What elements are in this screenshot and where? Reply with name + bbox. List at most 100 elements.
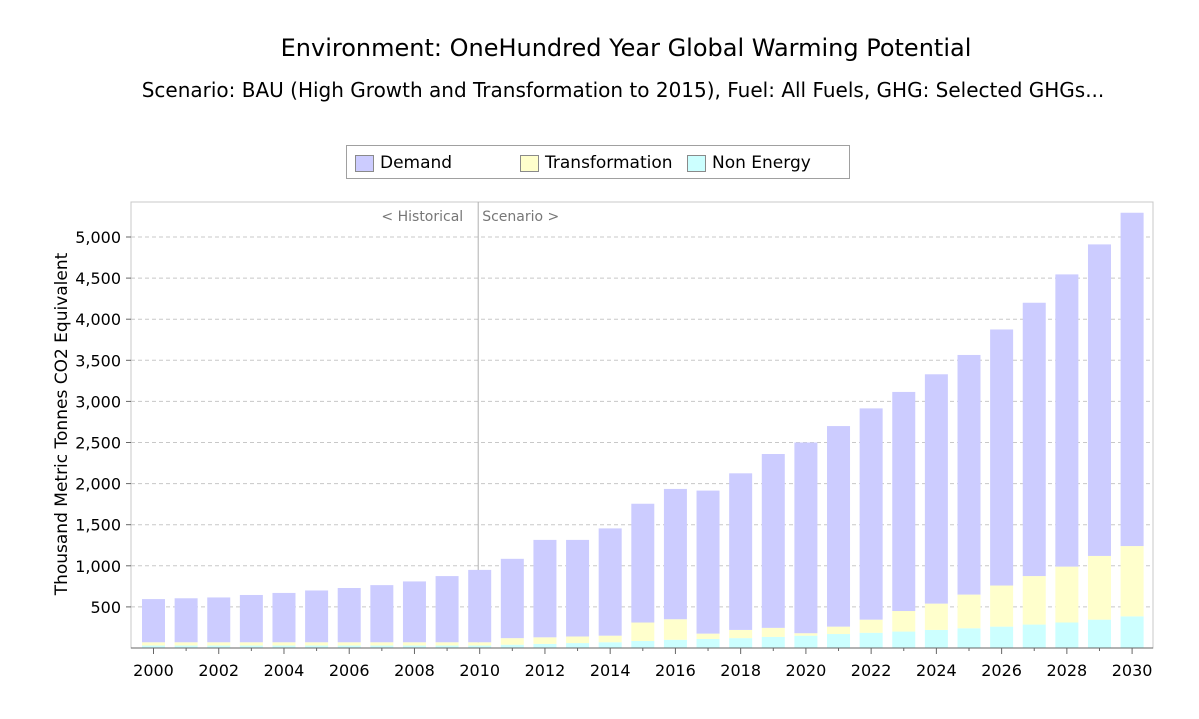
- bar-transformation-2001: [174, 642, 198, 646]
- x-tick-label: 2000: [133, 661, 174, 680]
- bar-transformation-2003: [239, 642, 263, 646]
- bar-non-energy-2021: [827, 634, 851, 648]
- bar-non-energy-2004: [272, 645, 296, 648]
- bar-non-energy-2005: [305, 645, 329, 648]
- bar-demand-2019: [761, 454, 785, 628]
- y-tick-label: 2,000: [75, 475, 121, 494]
- legend-item-transformation[interactable]: Transformation: [520, 146, 673, 180]
- bar-non-energy-2015: [631, 641, 655, 648]
- bar-non-energy-2010: [468, 645, 492, 648]
- bar-demand-2007: [370, 585, 394, 643]
- axis-labels: 500 1,000 1,500 2,000 2,500 3,000 3,500 4,000 4,…: [52, 209, 1152, 680]
- bar-non-energy-2002: [207, 645, 231, 648]
- bar-transformation-2014: [598, 635, 622, 643]
- bar-transformation-2002: [207, 642, 231, 646]
- bar-demand-2015: [631, 503, 655, 623]
- bar-non-energy-2026: [990, 626, 1014, 648]
- bar-demand-2020: [794, 442, 818, 634]
- legend-label-non-energy: Non Energy: [712, 153, 811, 173]
- bar-demand-2021: [827, 426, 851, 627]
- bar-transformation-2028: [1055, 566, 1079, 623]
- bar-transformation-2004: [272, 642, 296, 646]
- bar-demand-2029: [1087, 244, 1111, 556]
- bar-demand-2017: [696, 490, 720, 634]
- bar-transformation-2018: [729, 629, 753, 639]
- legend-item-demand[interactable]: Demand: [355, 146, 452, 180]
- x-tick-label: 2028: [1047, 661, 1088, 680]
- y-tick-label: 5,000: [75, 228, 121, 247]
- bar-demand-2022: [859, 408, 883, 620]
- y-tick-label: 3,500: [75, 351, 121, 370]
- bar-non-energy-2023: [892, 631, 916, 648]
- x-tick-label: 2016: [655, 661, 696, 680]
- bar-non-energy-2000: [142, 645, 165, 648]
- bar-demand-2004: [272, 592, 296, 643]
- bars: [142, 212, 1144, 648]
- bar-demand-2000: [142, 599, 165, 643]
- x-tick-label: 2002: [198, 661, 239, 680]
- bar-non-energy-2027: [1022, 624, 1046, 648]
- bar-transformation-2010: [468, 642, 492, 646]
- x-tick-label: 2026: [981, 661, 1022, 680]
- bar-transformation-2030: [1120, 546, 1144, 617]
- bar-non-energy-2025: [957, 628, 981, 648]
- y-tick-label: 4,500: [75, 269, 121, 288]
- bar-non-energy-2001: [174, 645, 198, 648]
- bar-demand-2018: [729, 473, 753, 630]
- bar-demand-2026: [990, 329, 1014, 586]
- y-tick-label: 1,500: [75, 516, 121, 535]
- y-axis-label: Thousand Metric Tonnes CO2 Equivalent: [52, 252, 72, 596]
- legend-swatch-non-energy: [687, 154, 706, 172]
- bar-transformation-2024: [924, 603, 948, 630]
- bar-transformation-2005: [305, 642, 329, 646]
- bar-non-energy-2006: [337, 645, 361, 648]
- bar-transformation-2007: [370, 642, 394, 646]
- bar-demand-2027: [1022, 302, 1046, 577]
- bar-demand-2010: [468, 569, 492, 643]
- bar-transformation-2029: [1087, 555, 1111, 620]
- historical-annotation: < Historical: [381, 209, 463, 225]
- x-tick-label: 2022: [851, 661, 892, 680]
- bar-demand-2013: [566, 539, 590, 637]
- legend-label-transformation: Transformation: [545, 153, 673, 173]
- x-tick-label: 2024: [916, 661, 957, 680]
- chart-title: Environment: OneHundred Year Global Warm…: [280, 34, 972, 62]
- bar-non-energy-2020: [794, 635, 818, 648]
- bar-transformation-2027: [1022, 576, 1046, 625]
- bar-non-energy-2013: [566, 643, 590, 648]
- bar-transformation-2022: [859, 619, 883, 633]
- chart-subtitle: Scenario: BAU (High Growth and Transform…: [141, 78, 1105, 102]
- bar-non-energy-2014: [598, 642, 622, 648]
- bar-transformation-2023: [892, 611, 916, 632]
- y-tick-label: 1,000: [75, 557, 121, 576]
- legend-swatch-transformation: [520, 154, 539, 172]
- bar-transformation-2021: [827, 626, 851, 635]
- bar-demand-2028: [1055, 274, 1079, 567]
- bar-transformation-2019: [761, 627, 785, 637]
- bar-demand-2001: [174, 598, 198, 643]
- bar-non-energy-2024: [924, 629, 948, 648]
- bar-non-energy-2003: [239, 645, 263, 648]
- bar-demand-2012: [533, 539, 557, 638]
- bar-transformation-2008: [402, 642, 426, 646]
- bar-demand-2003: [239, 594, 263, 643]
- bar-demand-2023: [892, 391, 916, 612]
- bar-transformation-2020: [794, 633, 818, 636]
- scenario-annotation: Scenario >: [482, 209, 559, 225]
- bar-transformation-2017: [696, 633, 720, 639]
- x-tick-label: 2006: [329, 661, 370, 680]
- x-tick-label: 2018: [720, 661, 761, 680]
- legend-item-non-energy[interactable]: Non Energy: [687, 146, 811, 180]
- bar-demand-2025: [957, 354, 981, 595]
- y-tick-label: 500: [90, 598, 121, 617]
- y-tick-label: 4,000: [75, 310, 121, 329]
- bar-non-energy-2016: [663, 639, 687, 648]
- bar-transformation-2009: [435, 642, 459, 646]
- bar-demand-2006: [337, 587, 361, 643]
- bar-demand-2002: [207, 597, 231, 643]
- bar-transformation-2000: [142, 642, 165, 646]
- bar-transformation-2013: [566, 636, 590, 644]
- bar-demand-2014: [598, 528, 622, 636]
- bar-non-energy-2017: [696, 638, 720, 648]
